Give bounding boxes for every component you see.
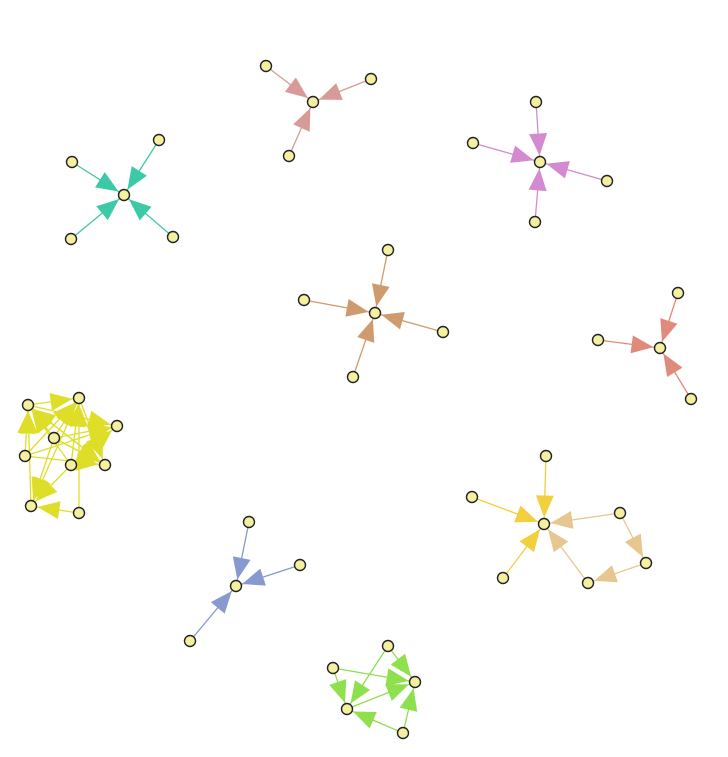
arrowhead-g4-g0 bbox=[550, 511, 574, 529]
edges-layer bbox=[24, 65, 692, 734]
node-g4[interactable] bbox=[613, 506, 627, 520]
node-f1[interactable] bbox=[72, 391, 86, 405]
node-a2[interactable] bbox=[364, 72, 378, 86]
node-d3[interactable] bbox=[436, 325, 450, 339]
arrowhead-e1-e0 bbox=[660, 318, 678, 342]
node-i4[interactable] bbox=[396, 726, 410, 740]
node-b3[interactable] bbox=[600, 174, 614, 188]
arrowhead-f4-f1 bbox=[52, 402, 75, 425]
arrowhead-b4-b0 bbox=[528, 168, 547, 192]
arrowhead-c1-c0 bbox=[95, 172, 119, 192]
node-i0[interactable] bbox=[326, 661, 340, 675]
arrowhead-b3-b0 bbox=[546, 161, 570, 179]
node-g6[interactable] bbox=[581, 576, 595, 590]
node-e0[interactable] bbox=[653, 341, 667, 355]
arrowhead-i1-i3 bbox=[350, 680, 371, 704]
node-d0[interactable] bbox=[368, 306, 382, 320]
node-i1[interactable] bbox=[381, 639, 395, 653]
node-f5[interactable] bbox=[64, 458, 78, 472]
arrowhead-i4-i3 bbox=[352, 711, 377, 729]
arrowhead-g6-g0 bbox=[547, 529, 569, 553]
arrowhead-g2-g0 bbox=[514, 505, 538, 523]
node-e1[interactable] bbox=[671, 286, 685, 300]
arrowhead-g3-g0 bbox=[519, 529, 541, 553]
arrowheads-layer bbox=[17, 77, 683, 729]
node-g1[interactable] bbox=[539, 449, 553, 463]
node-g5[interactable] bbox=[639, 556, 653, 570]
node-f8[interactable] bbox=[72, 506, 86, 520]
node-f4[interactable] bbox=[18, 449, 32, 463]
arrowhead-f5-f7 bbox=[35, 479, 58, 502]
node-f3[interactable] bbox=[47, 431, 61, 445]
arrowhead-i0-i3 bbox=[329, 679, 347, 703]
arrowhead-h3-h0 bbox=[210, 590, 232, 614]
arrowhead-d4-d0 bbox=[357, 319, 375, 343]
node-f7[interactable] bbox=[24, 499, 38, 513]
node-h3[interactable] bbox=[183, 634, 197, 648]
arrowhead-c2-c0 bbox=[127, 166, 147, 190]
node-h0[interactable] bbox=[229, 579, 243, 593]
arrowhead-f1-f6 bbox=[86, 435, 104, 459]
node-d2[interactable] bbox=[297, 293, 311, 307]
node-f6[interactable] bbox=[98, 458, 112, 472]
arrowhead-f3-f7 bbox=[31, 476, 49, 500]
arrowhead-g5-g6 bbox=[594, 565, 618, 583]
node-d1[interactable] bbox=[381, 243, 395, 257]
node-b4[interactable] bbox=[528, 215, 542, 229]
arrowhead-i1-i2 bbox=[390, 653, 412, 677]
arrowhead-g4-g5 bbox=[624, 533, 644, 558]
arrowhead-f0-f2 bbox=[87, 410, 111, 429]
arrowhead-f7-f0 bbox=[19, 411, 38, 434]
arrowhead-c4-c0 bbox=[128, 199, 152, 221]
node-g2[interactable] bbox=[465, 490, 479, 504]
node-f2[interactable] bbox=[110, 419, 124, 433]
node-e2[interactable] bbox=[591, 333, 605, 347]
nodes-layer bbox=[18, 59, 698, 740]
arrowhead-f8-f1 bbox=[70, 404, 88, 427]
arrowhead-h1-h0 bbox=[232, 556, 251, 580]
arrowhead-f4-f6 bbox=[75, 452, 99, 471]
arrowhead-e2-e0 bbox=[630, 335, 654, 354]
node-a0[interactable] bbox=[306, 95, 320, 109]
arrowhead-e3-e0 bbox=[663, 353, 683, 378]
arrowhead-d3-d0 bbox=[381, 312, 405, 330]
arrowhead-f8-f7 bbox=[37, 501, 61, 520]
node-c4[interactable] bbox=[166, 230, 180, 244]
node-g0[interactable] bbox=[537, 517, 551, 531]
node-c0[interactable] bbox=[117, 188, 131, 202]
node-d4[interactable] bbox=[346, 370, 360, 384]
node-c2[interactable] bbox=[152, 133, 166, 147]
arrowhead-i4-i2 bbox=[399, 688, 418, 712]
node-b1[interactable] bbox=[529, 95, 543, 109]
node-c3[interactable] bbox=[64, 232, 78, 246]
arrowhead-a2-a0 bbox=[319, 83, 343, 100]
node-i3[interactable] bbox=[340, 702, 354, 716]
arrowhead-d2-d0 bbox=[345, 299, 369, 317]
arrowhead-a3-a0 bbox=[293, 107, 311, 132]
arrowhead-f6-f0 bbox=[33, 408, 57, 430]
arrowhead-f0-f1 bbox=[49, 392, 73, 411]
arrowhead-a1-a0 bbox=[284, 77, 308, 99]
node-f0[interactable] bbox=[21, 398, 35, 412]
node-b0[interactable] bbox=[533, 155, 547, 169]
node-c1[interactable] bbox=[65, 155, 79, 169]
node-h2[interactable] bbox=[293, 558, 307, 572]
node-b2[interactable] bbox=[466, 136, 480, 150]
node-i2[interactable] bbox=[408, 675, 422, 689]
node-e3[interactable] bbox=[684, 392, 698, 406]
node-a3[interactable] bbox=[282, 149, 296, 163]
arrowhead-b1-b0 bbox=[529, 132, 548, 156]
arrowhead-h2-h0 bbox=[242, 568, 266, 586]
arrowhead-b2-b0 bbox=[510, 145, 534, 163]
arrowhead-g1-g0 bbox=[535, 495, 554, 518]
node-a1[interactable] bbox=[259, 59, 273, 73]
arrowhead-c3-c0 bbox=[96, 199, 119, 221]
arrowhead-d1-d0 bbox=[371, 283, 390, 307]
arrowhead-i0-i2 bbox=[385, 668, 409, 687]
node-g3[interactable] bbox=[496, 571, 510, 585]
arrowhead-i3-i2 bbox=[385, 684, 409, 701]
node-h1[interactable] bbox=[242, 515, 256, 529]
